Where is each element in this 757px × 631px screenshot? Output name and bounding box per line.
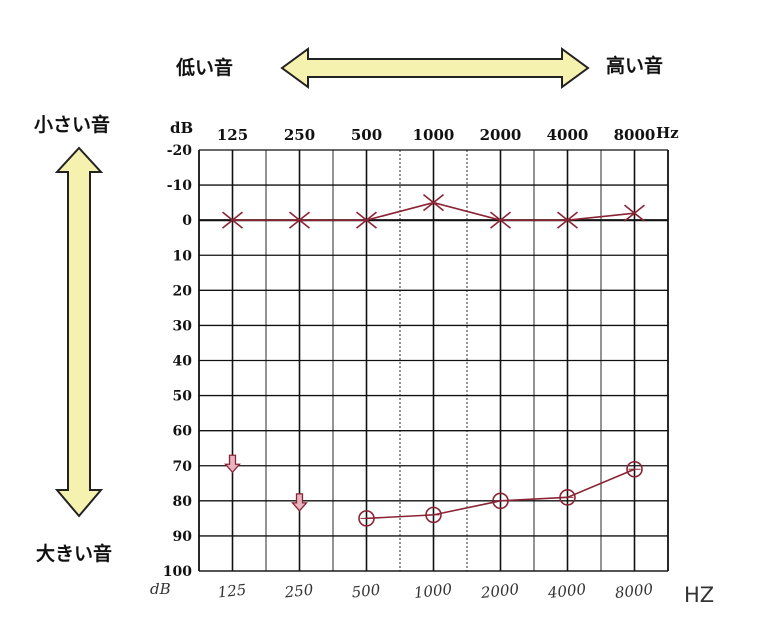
horizontal-double-arrow-icon xyxy=(280,47,590,89)
handwritten-frequency-label: 8000 xyxy=(614,580,654,602)
frequency-tick-label: 4000 xyxy=(547,126,589,144)
loud-sound-label: 大きい音 xyxy=(36,542,112,565)
down-arrow-marker xyxy=(291,493,308,512)
x-marker xyxy=(222,211,243,229)
db-unit-label: dB xyxy=(170,119,193,137)
decibel-tick-label: 80 xyxy=(173,494,193,510)
o-marker xyxy=(626,460,643,478)
x-marker xyxy=(490,211,511,229)
hz-unit-label: Hz xyxy=(656,124,679,142)
frequency-tick-label: 8000 xyxy=(614,126,656,144)
decibel-tick-label: 0 xyxy=(182,213,192,229)
o-marker xyxy=(425,506,442,524)
frequency-tick-label: 125 xyxy=(217,126,248,144)
decibel-tick-label: 90 xyxy=(173,529,193,545)
handwritten-annotations: 125 250 500 1000 2000 4000 8000 xyxy=(217,580,655,602)
handwritten-db-label: dB xyxy=(150,580,171,598)
decibel-tick-label: -20 xyxy=(167,143,193,159)
x-marker xyxy=(557,211,578,229)
frequency-tick-labels: 125 250 500 1000 2000 4000 8000 xyxy=(217,126,656,144)
vertical-double-arrow-icon xyxy=(54,146,104,518)
x-marker xyxy=(624,204,645,222)
high-sound-label: 高い音 xyxy=(606,54,663,77)
audiogram-series xyxy=(222,194,645,527)
frequency-tick-label: 500 xyxy=(351,126,382,144)
decibel-tick-label: 50 xyxy=(173,389,193,405)
frequency-tick-label: 2000 xyxy=(480,126,522,144)
decibel-tick-label: 10 xyxy=(173,248,193,264)
frequency-tick-label: 1000 xyxy=(413,126,455,144)
handwritten-frequency-label: 4000 xyxy=(546,580,587,602)
low-sound-label: 低い音 xyxy=(175,56,233,79)
frequency-tick-label: 250 xyxy=(284,126,315,144)
handwritten-hz-label: HZ xyxy=(684,583,714,607)
decibel-tick-label: 70 xyxy=(173,459,193,475)
decibel-tick-label: 60 xyxy=(173,424,193,440)
frequency-direction-arrow xyxy=(280,47,590,89)
handwritten-frequency-label: 125 xyxy=(217,581,247,602)
handwritten-frequency-label: 500 xyxy=(351,581,382,602)
handwritten-frequency-label: 2000 xyxy=(479,580,520,602)
x-marker xyxy=(289,211,310,229)
decibel-tick-label: -10 xyxy=(167,178,193,194)
decibel-tick-label: 30 xyxy=(173,318,193,334)
decibel-tick-labels: -20 -10 0 10 20 30 40 50 60 70 80 90 100 xyxy=(163,143,192,580)
down-arrow-marker xyxy=(224,454,241,474)
handwritten-frequency-label: 1000 xyxy=(413,580,453,602)
loudness-direction-arrow xyxy=(54,146,104,518)
quiet-sound-label: 小さい音 xyxy=(34,113,110,136)
o-marker xyxy=(559,489,576,506)
decibel-tick-label: 40 xyxy=(173,354,193,370)
decibel-tick-label: 100 xyxy=(163,564,192,580)
decibel-tick-label: 20 xyxy=(173,283,193,299)
o-marker xyxy=(358,510,375,527)
x-marker xyxy=(356,211,377,229)
handwritten-frequency-label: 250 xyxy=(283,581,315,602)
x-marker xyxy=(423,194,444,212)
o-marker xyxy=(492,492,509,510)
